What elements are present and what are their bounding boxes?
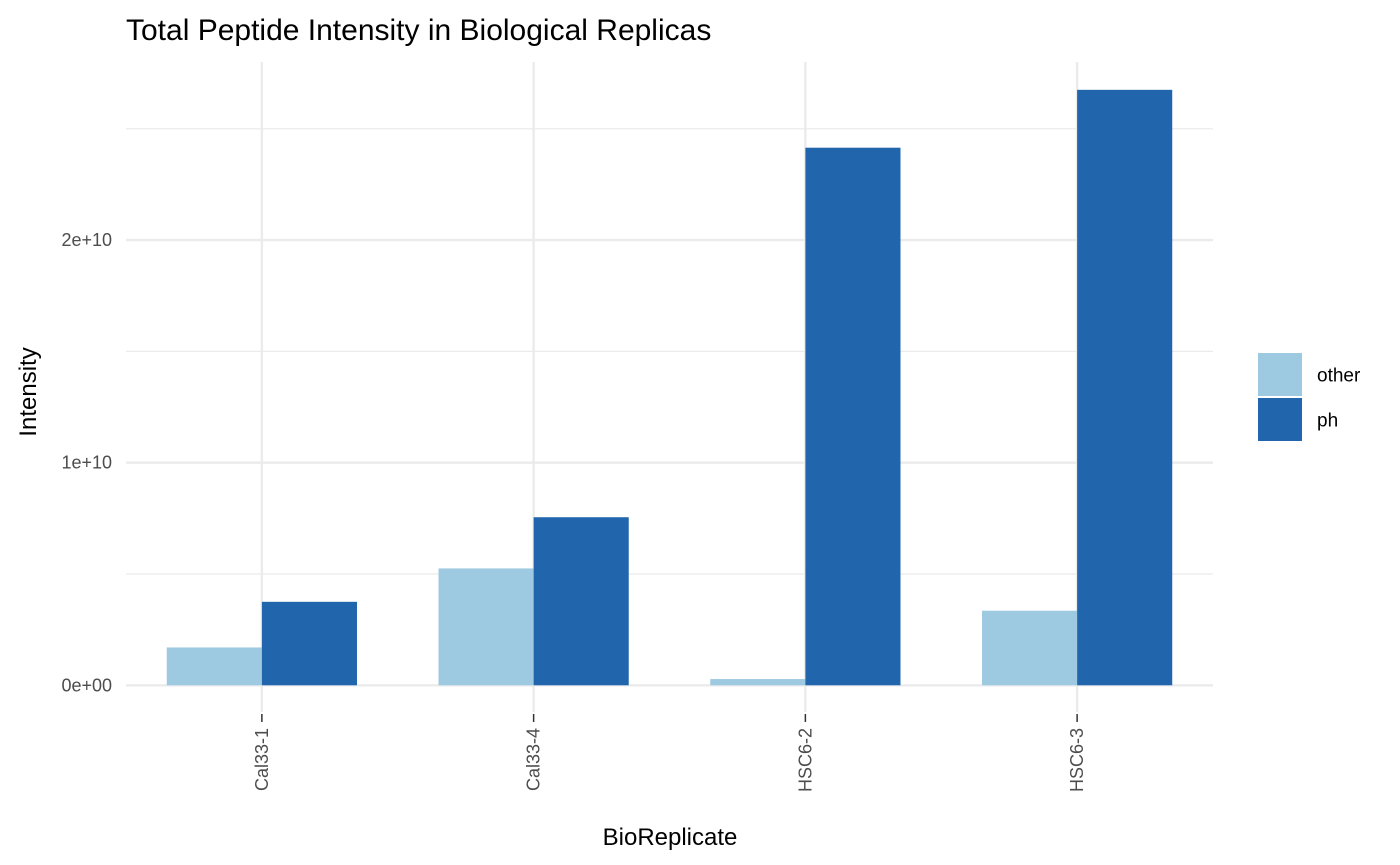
legend-label-ph: ph: [1317, 411, 1338, 432]
bars: [166, 89, 1173, 686]
bar-ph-HSC6-2: [805, 147, 901, 686]
x-tick-label: HSC6-2: [795, 728, 815, 792]
legend-key-ph: [1258, 398, 1302, 441]
y-tick-label: 0e+00: [61, 675, 112, 695]
bar-other-Cal33-4: [438, 568, 534, 686]
x-tick-label: Cal33-1: [252, 728, 272, 791]
y-axis-ticks: 0e+00 1e+10 2e+10: [61, 230, 112, 695]
chart-title: Total Peptide Intensity in Biological Re…: [126, 14, 711, 47]
bar-other-HSC6-2: [710, 679, 806, 686]
x-tick-label: Cal33-4: [524, 728, 544, 791]
x-axis-ticks: Cal33-1 Cal33-4 HSC6-2 HSC6-3: [252, 714, 1087, 792]
bar-ph-Cal33-1: [261, 601, 357, 686]
legend-label-other: other: [1317, 366, 1361, 387]
legend-key-other: [1258, 353, 1302, 396]
bar-other-Cal33-1: [166, 647, 262, 686]
bar-ph-HSC6-3: [1077, 89, 1173, 686]
bar-other-HSC6-3: [982, 610, 1078, 686]
legend: other ph: [1258, 353, 1361, 441]
y-axis-title: Intensity: [15, 347, 42, 436]
x-axis-title: BioReplicate: [603, 824, 738, 851]
bar-ph-Cal33-4: [533, 517, 629, 686]
y-tick-label: 1e+10: [61, 453, 112, 473]
y-tick-label: 2e+10: [61, 230, 112, 250]
x-tick-label: HSC6-3: [1067, 728, 1087, 792]
